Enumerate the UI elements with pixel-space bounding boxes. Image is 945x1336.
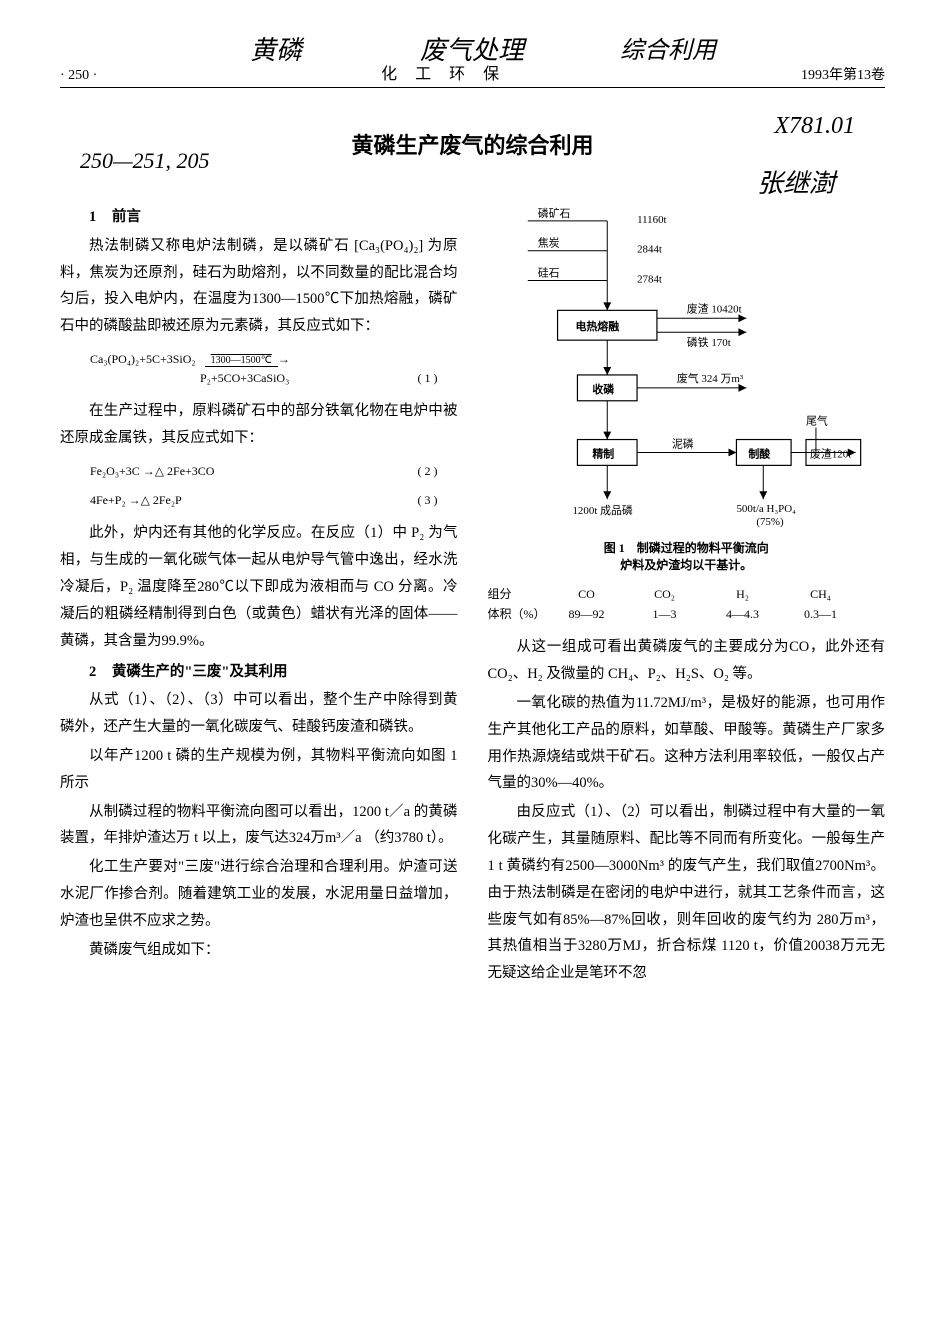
s2-p3: 从制磷过程的物料平衡流向图可以看出，1200 t／a 的黄磷装置，年排炉渣达万 … — [60, 799, 458, 853]
equation-2: Fe₂O₃+3C →△ 2Fe+3CO ( 2 ) — [90, 462, 458, 481]
flow-diagram: 磷矿石 11160t 焦炭 2844t 硅石 2784t 电热熔融 废渣 104… — [488, 200, 886, 530]
eq1-arrow: 1300—1500℃→ — [205, 352, 290, 366]
s2-p2: 以年产1200 t 磷的生产规模为例，其物料平衡流向如图 1 所示 — [60, 743, 458, 797]
dg-bottom-right2: (75%) — [756, 516, 784, 528]
dg-box2-out1: 废气 324 万m³ — [676, 371, 743, 385]
dg-box4-top: 尾气 — [806, 414, 828, 428]
eq1-num: ( 1 ) — [418, 369, 438, 388]
flow-diagram-svg: 磷矿石 11160t 焦炭 2844t 硅石 2784t 电热熔融 废渣 104… — [488, 200, 886, 530]
caption-line-1: 图 1 制磷过程的物料平衡流向 — [488, 540, 886, 557]
dg-coke-val: 2844t — [637, 244, 662, 256]
dg-silica-label: 硅石 — [537, 267, 559, 280]
article-title: 黄磷生产废气的综合利用 — [351, 128, 593, 160]
gas-row2-label: 体积（%） — [488, 604, 548, 624]
title-row: 250—251, 205 黄磷生产废气的综合利用 X781.01 张继澍 — [60, 128, 885, 160]
equation-3: 4Fe+P₂ →△ 2Fe₂P ( 3 ) — [90, 491, 458, 510]
section-1-head: 1 前言 — [60, 204, 458, 231]
handwriting-classcode: X781.01 — [774, 113, 855, 140]
s1-p2: 在生产过程中，原料磷矿石中的部分铁氧化物在电炉中被还原成金属铁，其反应式如下： — [60, 398, 458, 452]
eq1-rhs: P₂+5CO+3CaSiO₃ — [200, 371, 289, 385]
gas-composition-table: 组分 CO CO₂ H₂ CH₄ 体积（%） 89—92 1—3 4—4.3 0… — [488, 584, 886, 625]
handwriting-top-1: 黄磷 — [250, 30, 302, 67]
s2-p1: 从式（1）、（2）、（3）中可以看出，整个生产中除得到黄磷外，还产生大量的一氧化… — [60, 687, 458, 741]
gas-row1-label: 组分 — [488, 584, 548, 604]
right-column: 磷矿石 11160t 焦炭 2844t 硅石 2784t 电热熔融 废渣 104… — [488, 200, 886, 989]
s1-p1: 热法制磷又称电炉法制磷，是以磷矿石 [Ca₃(PO₄)₂] 为原料，焦炭为还原剂… — [60, 233, 458, 340]
dg-bottom-right1: 500t/a H₃PO₄ — [736, 503, 796, 515]
gas-val-0: 89—92 — [548, 604, 626, 624]
gas-val-2: 4—4.3 — [704, 604, 782, 624]
gas-value-row: 体积（%） 89—92 1—3 4—4.3 0.3—1 — [488, 604, 886, 624]
eq1-cond: 1300—1500℃ — [205, 355, 278, 367]
dg-coke-label: 焦炭 — [537, 237, 559, 250]
eq2: Fe₂O₃+3C →△ 2Fe+3CO — [90, 464, 214, 478]
eq1-lhs: Ca₃(PO₄)₂+5C+3SiO₂ — [90, 352, 196, 366]
handwriting-top-3: 综合利用 — [620, 30, 716, 65]
dg-box4-out: 废渣120t — [809, 446, 850, 460]
section-2-head: 2 黄磷生产的"三废"及其利用 — [60, 659, 458, 686]
handwriting-top-2: 废气处理 — [420, 30, 524, 67]
dg-box3-side: 泥磷 — [671, 437, 693, 450]
handwriting-author: 张继澍 — [757, 163, 835, 200]
rc-p1: 从这一组成可看出黄磷废气的主要成分为CO，此外还有 CO₂、H₂ 及微量的 CH… — [488, 634, 886, 688]
section-2-title: 黄磷生产的"三废"及其利用 — [112, 664, 288, 680]
rc-p2: 一氧化碳的热值为11.72MJ/m³，是极好的能源，也可用作生产其他化工产品的原… — [488, 690, 886, 797]
dg-bottom-left: 1200t 成品磷 — [572, 504, 632, 517]
dg-box1: 电热熔融 — [575, 319, 619, 333]
gas-col-1: CO₂ — [626, 584, 704, 604]
dg-box1-out2: 磷铁 170t — [686, 336, 730, 349]
dg-silica-val: 2784t — [637, 274, 662, 286]
issue-info: 1993年第13卷 — [801, 64, 885, 84]
section-2-num: 2 — [89, 664, 96, 680]
s1-p3: 此外，炉内还有其他的化学反应。在反应（1）中 P₂ 为气相，与生成的一氧化碳气体… — [60, 520, 458, 654]
gas-col-2: H₂ — [704, 584, 782, 604]
section-1-num: 1 — [89, 209, 96, 225]
section-1-title: 前言 — [112, 209, 141, 225]
rc-p3: 由反应式（1）、（2）可以看出，制磷过程中有大量的一氧化碳产生，其量随原料、配比… — [488, 799, 886, 987]
handwriting-page-range: 250—251, 205 — [80, 148, 210, 174]
page-number: · 250 · — [60, 68, 97, 84]
eq3: 4Fe+P₂ →△ 2Fe₂P — [90, 493, 182, 507]
eq2-num: ( 2 ) — [418, 462, 438, 481]
s2-p4: 化工生产要对"三废"进行综合治理和合理利用。炉渣可送水泥厂作掺合剂。随着建筑工业… — [60, 854, 458, 934]
dg-ore-label: 磷矿石 — [537, 207, 570, 220]
gas-val-3: 0.3—1 — [782, 604, 860, 624]
caption-line-2: 炉料及炉渣均以干基计。 — [488, 557, 886, 574]
s2-p5: 黄磷废气组成如下： — [60, 937, 458, 964]
gas-val-1: 1—3 — [626, 604, 704, 624]
eq3-num: ( 3 ) — [418, 491, 438, 510]
diagram-caption: 图 1 制磷过程的物料平衡流向 炉料及炉渣均以干基计。 — [488, 540, 886, 574]
gas-col-0: CO — [548, 584, 626, 604]
dg-box3: 精制 — [592, 446, 614, 460]
top-handwriting-row: 黄磷 废气处理 综合利用 — [0, 20, 945, 60]
two-column-body: 1 前言 热法制磷又称电炉法制磷，是以磷矿石 [Ca₃(PO₄)₂] 为原料，焦… — [60, 200, 885, 989]
gas-col-3: CH₄ — [782, 584, 860, 604]
dg-box1-out1: 废渣 10420t — [686, 301, 741, 315]
left-column: 1 前言 热法制磷又称电炉法制磷，是以磷矿石 [Ca₃(PO₄)₂] 为原料，焦… — [60, 200, 458, 989]
dg-box4: 制酸 — [748, 446, 770, 460]
equation-1: Ca₃(PO₄)₂+5C+3SiO₂ 1300—1500℃→ P₂+5CO+3C… — [90, 350, 458, 388]
gas-header-row: 组分 CO CO₂ H₂ CH₄ — [488, 584, 886, 604]
dg-box2: 收磷 — [592, 382, 614, 396]
dg-ore-val: 11160t — [637, 214, 667, 226]
